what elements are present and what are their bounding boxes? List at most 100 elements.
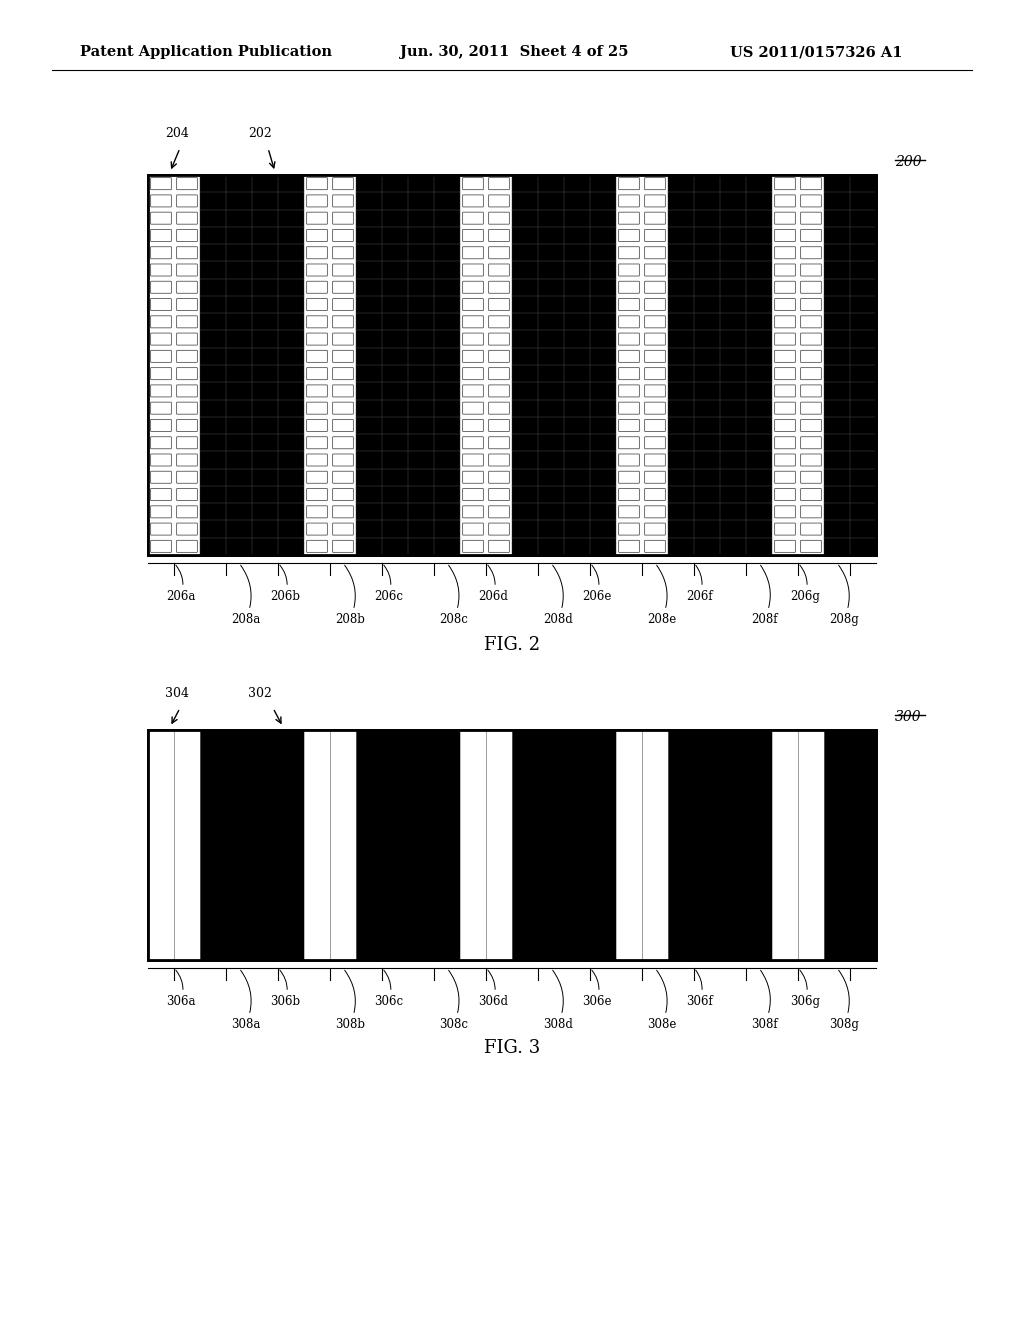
Bar: [590, 279, 616, 296]
Text: 206e: 206e: [582, 565, 611, 603]
Bar: [720, 296, 746, 313]
Bar: [434, 330, 460, 347]
FancyBboxPatch shape: [488, 523, 509, 535]
Bar: [772, 503, 798, 520]
Text: 304: 304: [165, 686, 189, 700]
Bar: [226, 366, 252, 383]
Bar: [590, 469, 616, 486]
Bar: [746, 417, 772, 434]
Bar: [304, 227, 330, 244]
Bar: [226, 296, 252, 313]
Bar: [304, 730, 330, 960]
Bar: [174, 227, 200, 244]
Bar: [668, 503, 694, 520]
FancyBboxPatch shape: [801, 213, 821, 224]
FancyBboxPatch shape: [618, 385, 639, 397]
Bar: [252, 279, 278, 296]
FancyBboxPatch shape: [618, 213, 639, 224]
FancyBboxPatch shape: [333, 247, 353, 259]
Bar: [642, 503, 668, 520]
Bar: [226, 261, 252, 279]
FancyBboxPatch shape: [774, 385, 796, 397]
Bar: [850, 417, 876, 434]
Bar: [538, 451, 564, 469]
Bar: [590, 176, 616, 193]
Bar: [668, 244, 694, 261]
Bar: [408, 227, 434, 244]
Bar: [720, 347, 746, 366]
Bar: [252, 520, 278, 537]
Bar: [278, 193, 304, 210]
Bar: [590, 176, 616, 193]
Bar: [278, 227, 304, 244]
Bar: [226, 469, 252, 486]
Bar: [148, 730, 174, 960]
Bar: [304, 383, 330, 400]
Bar: [460, 730, 486, 960]
Bar: [668, 193, 694, 210]
Bar: [564, 451, 590, 469]
Bar: [746, 486, 772, 503]
Bar: [226, 400, 252, 417]
Bar: [850, 210, 876, 227]
Bar: [252, 227, 278, 244]
FancyBboxPatch shape: [645, 403, 666, 414]
Bar: [746, 210, 772, 227]
FancyBboxPatch shape: [774, 488, 796, 500]
Bar: [278, 537, 304, 554]
FancyBboxPatch shape: [306, 350, 328, 363]
Bar: [668, 434, 694, 451]
Text: US 2011/0157326 A1: US 2011/0157326 A1: [730, 45, 902, 59]
Bar: [434, 434, 460, 451]
Bar: [512, 537, 538, 554]
FancyBboxPatch shape: [176, 315, 198, 327]
Bar: [434, 347, 460, 366]
Bar: [278, 451, 304, 469]
Bar: [564, 296, 590, 313]
FancyBboxPatch shape: [488, 403, 509, 414]
Bar: [226, 417, 252, 434]
Bar: [252, 537, 278, 554]
Bar: [408, 366, 434, 383]
Bar: [356, 537, 382, 554]
Bar: [330, 486, 356, 503]
Bar: [330, 176, 356, 193]
Bar: [590, 210, 616, 227]
FancyBboxPatch shape: [801, 506, 821, 517]
Bar: [590, 330, 616, 347]
Bar: [798, 503, 824, 520]
Bar: [278, 279, 304, 296]
Bar: [512, 210, 538, 227]
Bar: [382, 486, 408, 503]
Bar: [694, 279, 720, 296]
Bar: [486, 313, 512, 330]
Bar: [590, 210, 616, 227]
Bar: [616, 520, 642, 537]
Bar: [850, 313, 876, 330]
FancyBboxPatch shape: [306, 195, 328, 207]
Bar: [434, 244, 460, 261]
Bar: [798, 366, 824, 383]
FancyBboxPatch shape: [488, 213, 509, 224]
Text: 308f: 308f: [751, 970, 777, 1031]
Bar: [590, 537, 616, 554]
Bar: [538, 383, 564, 400]
Bar: [512, 469, 538, 486]
Bar: [564, 279, 590, 296]
Bar: [200, 244, 226, 261]
Bar: [356, 366, 382, 383]
Bar: [382, 193, 408, 210]
Bar: [356, 347, 382, 366]
Bar: [408, 347, 434, 366]
Bar: [512, 503, 538, 520]
Bar: [538, 400, 564, 417]
Bar: [200, 469, 226, 486]
FancyBboxPatch shape: [333, 540, 353, 552]
FancyBboxPatch shape: [618, 367, 639, 380]
Bar: [616, 537, 642, 554]
Bar: [798, 451, 824, 469]
FancyBboxPatch shape: [645, 420, 666, 432]
Bar: [720, 730, 746, 960]
Bar: [486, 193, 512, 210]
Bar: [278, 330, 304, 347]
